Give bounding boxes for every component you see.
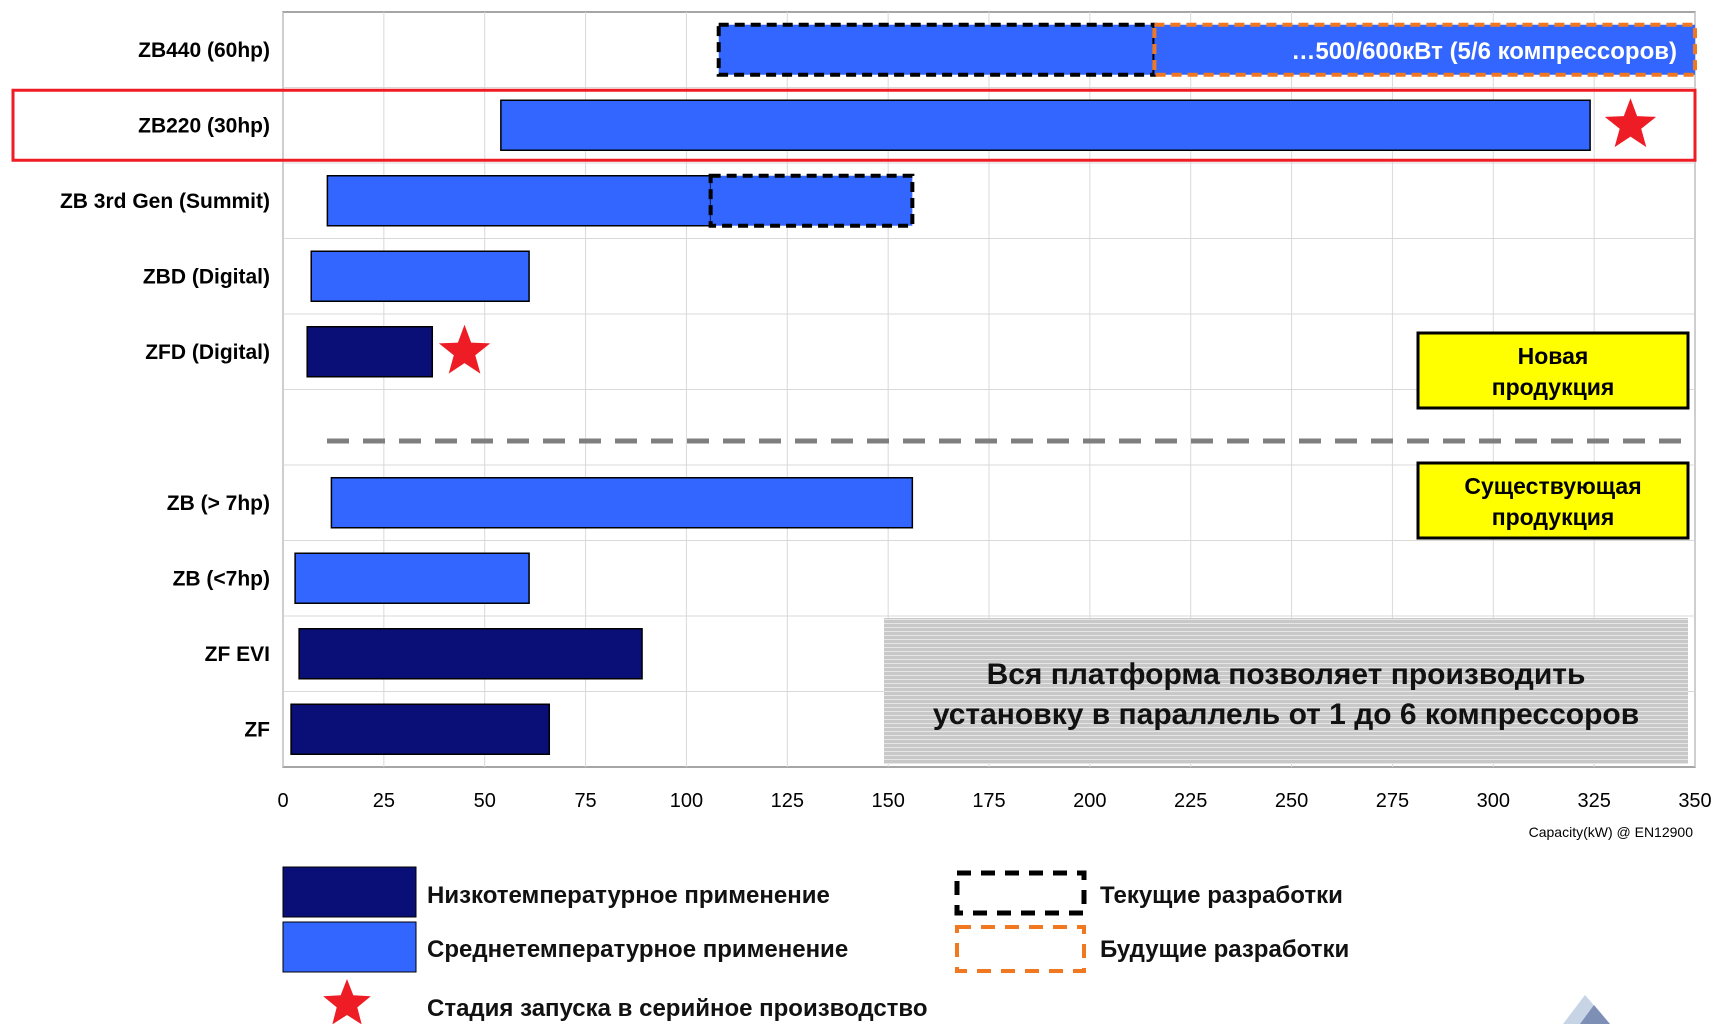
x-tick-label: 50 bbox=[474, 790, 496, 812]
row-label: ZB220 (30hp) bbox=[138, 114, 270, 137]
launch-star-icon bbox=[438, 324, 491, 374]
x-tick-labels: 0 25 50 75 100 125 150 175 200 225 250 275 300 325 350 bbox=[277, 790, 1711, 812]
bar-label: …500/600кВт (5/6 компрессоров) bbox=[1291, 38, 1677, 65]
x-tick-label: 225 bbox=[1174, 790, 1207, 812]
x-axis-unit-label: Capacity(kW) @ EN12900 bbox=[1529, 824, 1694, 840]
row-label: ZB (<7hp) bbox=[173, 567, 270, 590]
bars: …500/600кВт (5/6 компрессоров) bbox=[11, 22, 1698, 755]
bar-medium-temp bbox=[716, 22, 1157, 77]
row-labels: ZB440 (60hp) ZB220 (30hp) ZB 3rd Gen (Summ… bbox=[60, 39, 270, 742]
row-label: ZF bbox=[244, 718, 270, 741]
legend-swatch-medium bbox=[282, 921, 417, 973]
row-label: ZBD (Digital) bbox=[143, 265, 270, 288]
launch-star-icon bbox=[1604, 98, 1657, 148]
callout-new-line2: продукция bbox=[1492, 374, 1615, 400]
x-tick-label: 25 bbox=[373, 790, 395, 812]
x-tick-label: 75 bbox=[574, 790, 596, 812]
legend-swatch-current-dev bbox=[954, 870, 1087, 916]
callout-new-line1: Новая bbox=[1518, 343, 1589, 369]
legend-text-future-dev: Будущие разработки bbox=[1100, 936, 1349, 963]
x-tick-label: 175 bbox=[972, 790, 1005, 812]
legend-swatch-low bbox=[282, 866, 417, 918]
x-tick-label: 350 bbox=[1678, 790, 1711, 812]
bar-low-temp bbox=[298, 628, 643, 680]
platform-note: Вся платформа позволяет производить уста… bbox=[884, 618, 1688, 764]
row-label: ZFD (Digital) bbox=[145, 341, 270, 364]
callout-existing-line2: продукция bbox=[1492, 504, 1615, 530]
legend: Низкотемпературное применение Среднетемп… bbox=[282, 866, 1349, 1024]
x-tick-label: 125 bbox=[771, 790, 804, 812]
row-label: ZB (> 7hp) bbox=[167, 492, 270, 515]
x-tick-label: 250 bbox=[1275, 790, 1308, 812]
x-tick-label: 275 bbox=[1376, 790, 1409, 812]
bar-medium-temp bbox=[326, 175, 712, 227]
callout-existing-line1: Существующая bbox=[1464, 473, 1641, 499]
x-tick-label: 100 bbox=[670, 790, 703, 812]
note-line1: Вся платформа позволяет производить bbox=[987, 658, 1586, 691]
legend-swatch-future-dev bbox=[955, 925, 1086, 973]
bar-medium-temp bbox=[708, 173, 915, 228]
bar-medium-temp bbox=[294, 552, 530, 604]
bar-medium-temp bbox=[310, 250, 530, 302]
legend-text-medium: Среднетемпературное применение bbox=[427, 936, 848, 963]
row-highlight-frame bbox=[11, 88, 1697, 162]
legend-text-star: Стадия запуска в серийное производство bbox=[427, 995, 928, 1022]
callout-new-products: Новая продукция bbox=[1416, 331, 1690, 410]
bar-low-temp bbox=[306, 326, 434, 378]
company-logo bbox=[1563, 995, 1610, 1024]
x-tick-label: 200 bbox=[1073, 790, 1106, 812]
row-gridlines bbox=[283, 87, 1695, 692]
bar-medium-temp bbox=[330, 477, 914, 529]
legend-text-low: Низкотемпературное применение bbox=[427, 882, 830, 909]
bar-low-temp bbox=[290, 703, 551, 755]
legend-text-current-dev: Текущие разработки bbox=[1100, 882, 1343, 909]
x-tick-label: 150 bbox=[871, 790, 904, 812]
bar-medium-temp bbox=[1152, 22, 1698, 77]
callout-existing-products: Существующая продукция bbox=[1416, 461, 1690, 540]
bar-medium-temp bbox=[500, 99, 1591, 151]
legend-star-icon bbox=[323, 979, 371, 1024]
x-tick-label: 300 bbox=[1477, 790, 1510, 812]
x-tick-label: 325 bbox=[1577, 790, 1610, 812]
row-label: ZB440 (60hp) bbox=[138, 39, 270, 62]
x-tick-label: 0 bbox=[277, 790, 288, 812]
row-label: ZB 3rd Gen (Summit) bbox=[60, 190, 270, 213]
note-line2: установку в параллель от 1 до 6 компресс… bbox=[933, 698, 1639, 731]
row-label: ZF EVI bbox=[205, 643, 270, 666]
